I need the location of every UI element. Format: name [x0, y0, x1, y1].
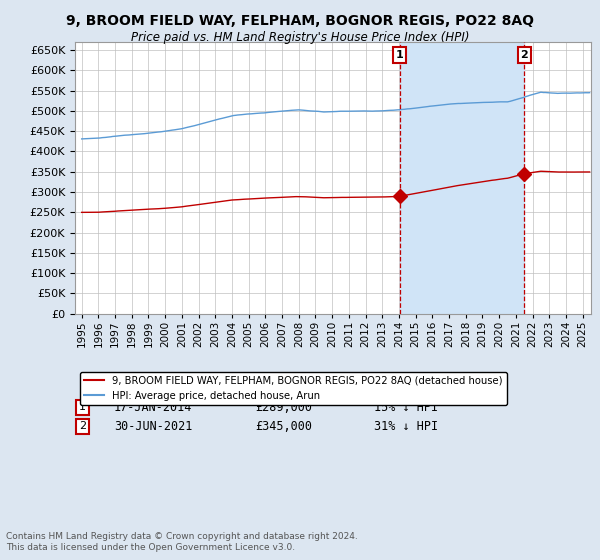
Text: 17-JAN-2014: 17-JAN-2014: [114, 401, 192, 414]
Text: 31% ↓ HPI: 31% ↓ HPI: [374, 420, 439, 433]
Text: Contains HM Land Registry data © Crown copyright and database right 2024.
This d: Contains HM Land Registry data © Crown c…: [6, 532, 358, 552]
Text: 1: 1: [79, 402, 86, 412]
Text: Price paid vs. HM Land Registry's House Price Index (HPI): Price paid vs. HM Land Registry's House …: [131, 31, 469, 44]
Text: £345,000: £345,000: [256, 420, 313, 433]
Text: 1: 1: [396, 50, 404, 60]
Text: 15% ↓ HPI: 15% ↓ HPI: [374, 401, 439, 414]
Text: 2: 2: [520, 50, 528, 60]
Text: £289,000: £289,000: [256, 401, 313, 414]
Text: 9, BROOM FIELD WAY, FELPHAM, BOGNOR REGIS, PO22 8AQ: 9, BROOM FIELD WAY, FELPHAM, BOGNOR REGI…: [66, 14, 534, 28]
Text: 30-JUN-2021: 30-JUN-2021: [114, 420, 192, 433]
Bar: [400, 42, 524, 314]
Text: 2: 2: [79, 421, 86, 431]
Legend: 9, BROOM FIELD WAY, FELPHAM, BOGNOR REGIS, PO22 8AQ (detached house), HPI: Avera: 9, BROOM FIELD WAY, FELPHAM, BOGNOR REGI…: [80, 372, 506, 404]
